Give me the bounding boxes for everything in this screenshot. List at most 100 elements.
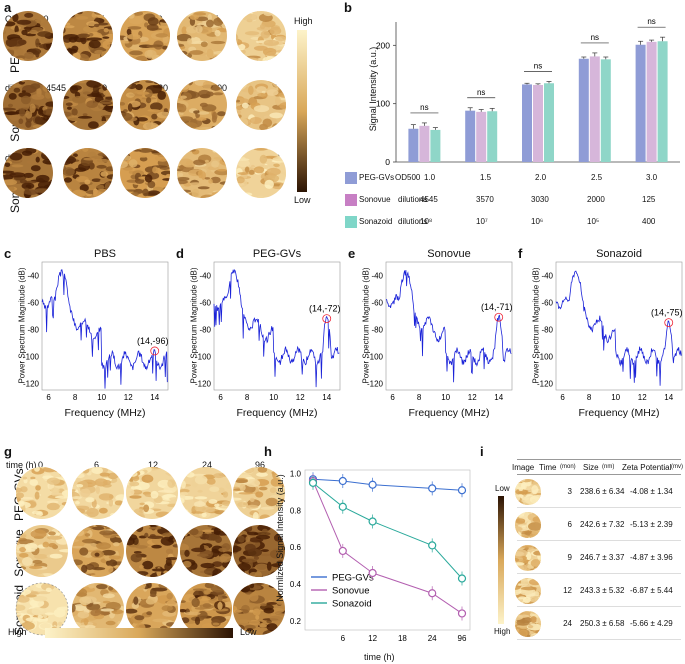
i-zeta: -4.08 ± 1.34 <box>630 487 673 496</box>
h-point-sonovue <box>457 609 467 618</box>
spectrum-xtick: 8 <box>417 393 422 402</box>
panel-label-c: c <box>4 246 12 261</box>
b-bar-sonazoid-1 <box>430 129 441 162</box>
spectrum-line <box>41 269 168 389</box>
cbar-low-i: Low <box>495 484 510 493</box>
h-point-sonazoid <box>457 574 467 583</box>
panel-label-f: f <box>518 246 523 261</box>
b-legend-value: 3030 <box>531 195 549 204</box>
i-zeta: -6.87 ± 5.44 <box>630 586 673 595</box>
spectrum-xtick: 6 <box>218 393 223 402</box>
spectrum-ytick: -80 <box>199 325 211 334</box>
i-time: 12 <box>563 586 572 595</box>
h-ytick: 0.4 <box>290 580 302 589</box>
h-point-sonazoid <box>428 541 437 550</box>
harmonic-peak-marker <box>664 318 674 328</box>
spectrum-line <box>385 269 512 383</box>
spectrum-ytick: -60 <box>199 298 211 307</box>
b-legend-name: Sonazoid <box>359 217 393 226</box>
i-size: 250.3 ± 6.58 <box>580 619 625 628</box>
i-header-zeta-unit: (mv) <box>671 464 683 470</box>
b-bar-peg-gvs-4 <box>578 58 589 162</box>
b-legend-value: 1.0 <box>424 173 436 182</box>
spectrum-xlabel: Frequency (MHz) <box>408 407 490 419</box>
i-table-top-rule <box>517 459 681 460</box>
g-image-peg-gvs-4 <box>180 467 232 519</box>
b-ns-label: ns <box>647 17 655 26</box>
h-point-peg-gvs <box>428 484 437 493</box>
h-point-sonovue <box>428 589 437 598</box>
spectrum-line <box>555 270 682 386</box>
spectrum-ytick: -80 <box>27 325 39 334</box>
h-point-sonazoid <box>308 478 318 487</box>
b-legend-value: 2.0 <box>535 173 547 182</box>
i-time: 24 <box>563 619 572 628</box>
i-header-size-unit: (nm) <box>602 464 615 470</box>
b-legend-unit: OD500 <box>395 173 421 182</box>
b-bar-sonovue-3 <box>533 85 543 162</box>
h-ytick: 0.6 <box>290 543 302 552</box>
b-ns-label: ns <box>477 88 485 97</box>
spectrum-xtick: 8 <box>245 393 250 402</box>
spectrum-ytick: -80 <box>541 325 553 334</box>
h-xtick: 24 <box>428 634 437 643</box>
b-legend-value: 400 <box>642 217 656 226</box>
i-header-time: Time <box>539 463 557 472</box>
spectrum-xtick: 14 <box>664 393 673 402</box>
spectrum-xtick: 10 <box>441 393 450 402</box>
b-bar-peg-gvs-3 <box>522 84 532 162</box>
g-time-value: 6 <box>94 460 100 470</box>
spectrum-title-peg-gvs: PEG-GVs <box>252 248 302 260</box>
b-legend-unit: dilutions <box>398 195 428 204</box>
i-size: 238.6 ± 6.34 <box>580 487 625 496</box>
b-legend-swatch <box>345 194 357 206</box>
panel-g-ultrasound-images <box>15 467 285 636</box>
g-time-value: 96 <box>255 460 266 470</box>
h-point-peg-gvs <box>368 480 377 489</box>
harmonic-peak-label: (14,-72) <box>309 304 341 314</box>
b-ytick-label: 100 <box>376 99 390 109</box>
i-time: 6 <box>567 520 572 529</box>
g-image-sonazoid-1 <box>16 583 68 635</box>
spectrum-frame <box>385 261 513 391</box>
b-bar-sonazoid-3 <box>544 83 554 162</box>
spectrum-frame <box>41 261 169 391</box>
b-legend-name: PEG-GVs <box>359 173 395 182</box>
spectrum-frame <box>555 261 683 391</box>
spectrum-frame <box>213 261 341 391</box>
harmonic-peak-label: (14,-71) <box>481 302 513 312</box>
a-image-sonazoid-5 <box>236 148 286 198</box>
b-legend-name: Sonovue <box>359 195 391 204</box>
spectrum-xtick: 8 <box>587 393 592 402</box>
spectrum-xtick: 12 <box>296 393 305 402</box>
spectrum-xtick: 6 <box>46 393 51 402</box>
h-frame <box>304 469 471 631</box>
b-bar-peg-gvs-1 <box>408 128 419 162</box>
h-legend-label: Sonazoid <box>332 599 372 610</box>
b-ns-label: ns <box>420 103 428 112</box>
spectrum-ytick: -40 <box>541 271 553 280</box>
spectrum-xtick: 12 <box>124 393 133 402</box>
b-legend-value: 3.0 <box>646 173 658 182</box>
h-xtick: 12 <box>368 634 377 643</box>
h-point-sonazoid <box>368 517 377 526</box>
g-image-outline <box>15 582 69 636</box>
panel-label-h: h <box>264 444 272 459</box>
spectrum-ytick: -120 <box>195 379 212 388</box>
b-bar-sonovue-2 <box>476 111 487 162</box>
h-point-peg-gvs <box>457 486 467 495</box>
b-legend-swatch <box>345 216 357 228</box>
a-image-peg-gvs-5 <box>236 11 286 61</box>
h-xlabel: time (h) <box>364 652 395 662</box>
spectrum-xtick: 12 <box>638 393 647 402</box>
spectrum-ytick: -100 <box>195 352 212 361</box>
panel-label-a: a <box>4 0 12 15</box>
i-image-4 <box>515 578 541 604</box>
h-point-sonovue <box>368 568 377 578</box>
spectrum-title-sonazoid: Sonazoid <box>596 248 642 260</box>
h-xtick: 96 <box>458 634 467 643</box>
i-image-5 <box>515 611 541 637</box>
b-ytick-label: 200 <box>376 40 390 50</box>
